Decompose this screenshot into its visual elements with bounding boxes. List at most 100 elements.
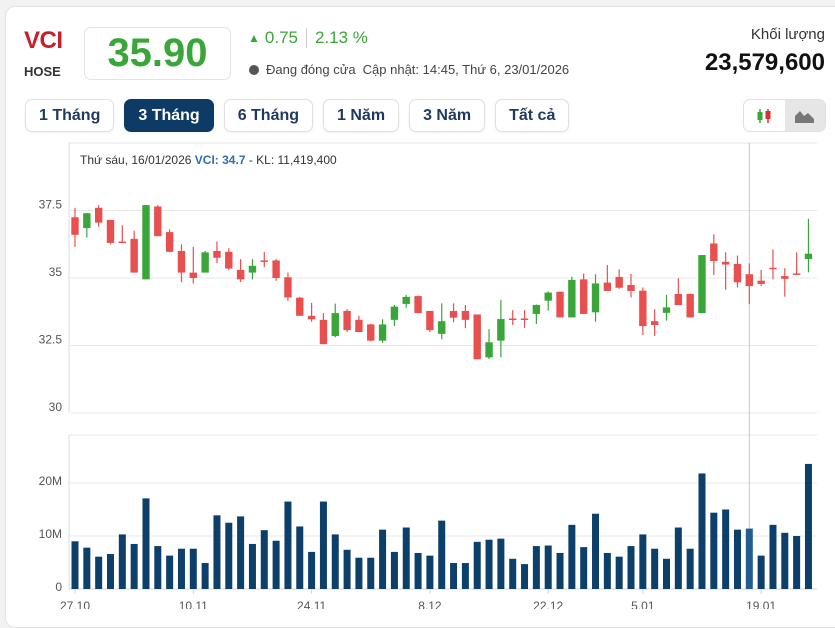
- candle-up: [248, 265, 257, 273]
- volume-bar: [544, 545, 552, 589]
- volume-bar: [592, 513, 600, 589]
- candle-down: [94, 207, 103, 223]
- area-chart-button[interactable]: [784, 100, 825, 131]
- candle-down: [650, 321, 659, 325]
- volume-bar: [248, 543, 256, 589]
- volume-bar: [663, 558, 670, 589]
- volume-bar: [639, 534, 647, 589]
- price-tick-label: 35: [49, 265, 63, 279]
- candle-down: [307, 315, 316, 320]
- tooltip-volume: - KL: 11,419,400: [248, 153, 337, 167]
- volume-bar: [461, 563, 469, 589]
- x-tick-label: 27.10: [60, 599, 90, 609]
- candle-down: [733, 263, 742, 283]
- volume-bar: [83, 547, 91, 589]
- candle-down: [296, 297, 304, 316]
- candle-up: [544, 292, 552, 301]
- tab-3-years[interactable]: 3 Năm: [409, 99, 486, 132]
- price-volume-chart[interactable]: 37.5 35 32.5 30 20M 10M 0 27.10 10.11 24.11 8.12 22…: [0, 0, 835, 609]
- volume-bar: [521, 564, 529, 589]
- candle-down: [177, 251, 186, 273]
- candle-up: [331, 313, 339, 337]
- status-text: Đang đóng cửa: [266, 62, 356, 77]
- volume-bar: [260, 530, 268, 589]
- volume-bar: [485, 539, 493, 589]
- volume-bar: [106, 554, 114, 589]
- volume-bar: [450, 563, 458, 589]
- volume-bar: [272, 540, 280, 589]
- area-chart-icon: [794, 110, 814, 123]
- volume-bar: [532, 546, 540, 589]
- candle-down: [686, 293, 694, 318]
- x-tick-label: 24.11: [297, 599, 326, 609]
- candle-down: [449, 310, 458, 318]
- volume-bar: [438, 520, 446, 589]
- volume-bar: [130, 543, 138, 589]
- volume-bar: [745, 528, 753, 589]
- volume-bar: [473, 541, 481, 589]
- candle-up: [568, 279, 576, 318]
- volume-tick-label: 0: [55, 580, 62, 594]
- candle-down: [106, 219, 115, 243]
- volume-bar: [177, 548, 185, 589]
- volume-bar: [237, 516, 245, 589]
- volume-bar: [201, 563, 209, 589]
- tab-all[interactable]: Tất cả: [495, 99, 570, 132]
- volume-bar: [651, 548, 659, 589]
- volume-bar: [686, 548, 694, 589]
- tab-3-months[interactable]: 3 Tháng: [124, 99, 214, 132]
- candle-down: [343, 310, 351, 331]
- volume-bar: [603, 552, 611, 589]
- candle-down: [260, 260, 268, 262]
- volume-bar: [509, 558, 517, 589]
- volume-bar: [284, 501, 292, 589]
- candle-down: [710, 243, 718, 261]
- tab-6-months[interactable]: 6 Tháng: [223, 99, 314, 132]
- tooltip-date: Thứ sáu, 16/01/2026: [80, 153, 192, 167]
- volume-bar: [804, 463, 812, 589]
- volume-bar: [296, 526, 304, 589]
- candle-up: [402, 296, 410, 304]
- volume-bar: [556, 552, 564, 589]
- candle-down: [556, 291, 564, 318]
- candle-down: [71, 217, 79, 235]
- candle-down: [284, 277, 292, 298]
- exchange-label: HOSE: [24, 64, 61, 79]
- volume-bar: [95, 556, 103, 589]
- volume-bar: [414, 552, 422, 589]
- candle-down: [367, 324, 375, 341]
- volume-bar: [118, 534, 126, 589]
- volume-bar: [367, 557, 375, 589]
- candle-down: [461, 310, 470, 320]
- x-tick-label: 10.11: [179, 599, 208, 609]
- volume-bar: [225, 522, 233, 589]
- volume-bar: [343, 549, 351, 589]
- volume-bar: [189, 548, 197, 589]
- candle-down: [189, 272, 197, 278]
- tab-1-year[interactable]: 1 Năm: [323, 99, 400, 132]
- candle-down: [225, 251, 233, 269]
- candlestick-button[interactable]: [744, 100, 785, 131]
- candle-down: [615, 276, 623, 288]
- market-status: Đang đóng cửa Cập nhật: 14:45, Thứ 6, 23…: [249, 62, 569, 77]
- volume-bar: [769, 524, 777, 589]
- candle-up: [485, 342, 493, 358]
- price-change: ▲ 0.75 2.13 %: [248, 28, 368, 48]
- candle-down: [792, 273, 801, 275]
- candle-down: [721, 261, 730, 265]
- tooltip-price: VCI: 34.7: [194, 153, 246, 167]
- volume-bar: [674, 527, 682, 589]
- candle-down: [154, 206, 162, 237]
- candle-up: [497, 319, 505, 341]
- candle-up: [804, 253, 813, 260]
- volume-bar: [71, 541, 79, 589]
- candle-down: [130, 238, 138, 273]
- price-tick-label: 37.5: [39, 198, 63, 212]
- volume-bar: [426, 555, 434, 589]
- candle-down: [272, 260, 280, 278]
- volume-bar: [793, 536, 801, 589]
- range-tabs: 1 Tháng 3 Tháng 6 Tháng 1 Năm 3 Năm Tất …: [25, 99, 570, 132]
- candle-up: [591, 283, 600, 313]
- volume-bar: [402, 527, 410, 589]
- tab-1-month[interactable]: 1 Tháng: [25, 99, 115, 132]
